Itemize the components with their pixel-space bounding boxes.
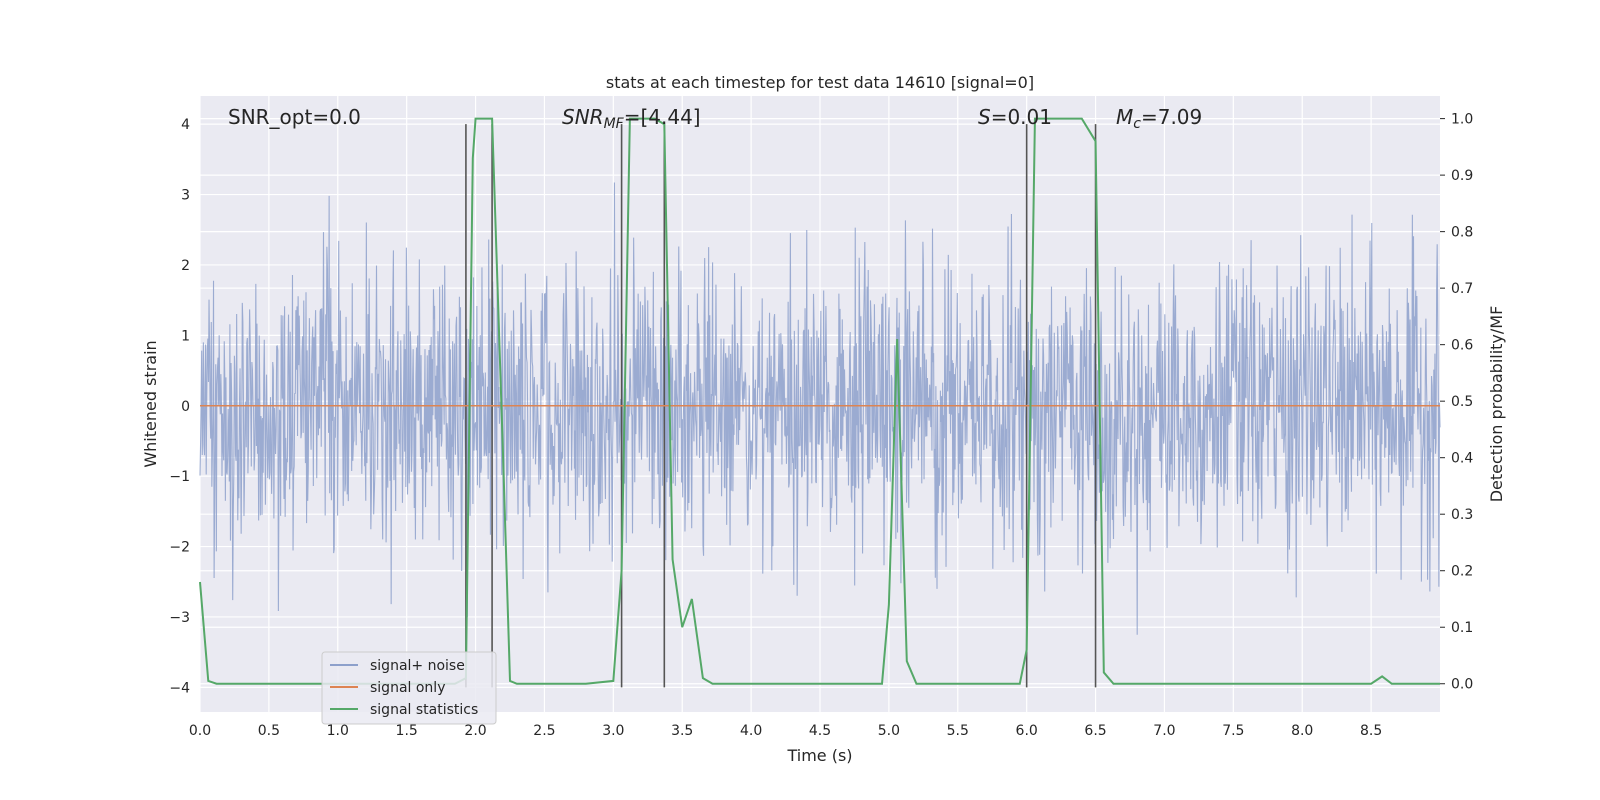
x-tick-label: 2.5 [533,723,555,739]
y2-tick-label: 0.4 [1451,451,1473,467]
series-signal-statistics [199,117,1440,685]
y-tick-label: −4 [169,680,190,696]
y2-tick-label: 0.2 [1451,564,1473,580]
legend: signal+ noise signal only signal statist… [321,651,497,725]
y2-tick-label: 0.0 [1451,677,1473,693]
x-tick-label: 6.5 [1084,723,1106,739]
y-tick-label: 0 [181,399,190,415]
x-tick-label: 7.5 [1222,723,1244,739]
y2-tick-label: 0.8 [1451,225,1473,241]
annotation-snr-mf: SNRMF=[4.44] [562,105,701,132]
y2-tick-labels: 1.0 0.9 0.8 0.7 0.6 0.5 0.4 0.3 0.2 0.1 0.0 [1440,112,1473,693]
y2-tick-label: 0.3 [1451,507,1473,523]
signal-noise-line [199,182,1441,635]
y2-tick-label: 0.7 [1451,281,1473,297]
x-tick-label: 5.5 [947,723,969,739]
x-axis-label: Time (s) [786,746,852,765]
x-tick-label: 6.0 [1016,723,1038,739]
x-tick-label: 5.0 [878,723,900,739]
y2-axis-label: Detection probability/MF [1487,306,1506,503]
x-tick-label: 3.0 [602,723,624,739]
x-tick-label: 0.0 [189,723,211,739]
y-axis-label: Whitened strain [141,340,160,467]
y-tick-labels: 4 3 2 1 0 −1 −2 −3 −4 [169,117,190,696]
annotation-mc: Mc=7.09 [1116,105,1202,132]
legend-label-signal-only: signal only [370,680,445,696]
x-tick-label: 7.0 [1153,723,1175,739]
x-tick-label: 4.5 [809,723,831,739]
x-tick-label: 8.5 [1360,723,1382,739]
x-tick-labels: 0.0 0.5 1.0 1.5 2.0 2.5 3.0 3.5 4.0 4.5 5.0 5.5 6.0 6… [189,723,1382,739]
legend-label-signal-noise: signal+ noise [370,658,465,674]
annotation-snr-opt: SNR_opt=0.0 [228,105,361,129]
y-tick-label: −3 [169,610,190,626]
y-tick-label: 1 [181,328,190,344]
x-tick-label: 4.0 [740,723,762,739]
x-tick-label: 3.5 [671,723,693,739]
legend-box [321,651,497,725]
y2-tick-label: 1.0 [1451,112,1473,128]
y2-tick-label: 0.1 [1451,620,1473,636]
x-tick-label: 0.5 [258,723,280,739]
y-tick-label: 3 [181,188,190,204]
x-tick-label: 8.0 [1291,723,1313,739]
series-signal-noise [199,182,1441,635]
y-tick-label: 4 [181,117,190,133]
annotation-s: S=0.01 [978,105,1052,129]
y2-tick-label: 0.5 [1451,394,1473,410]
legend-label-signal-statistics: signal statistics [370,702,478,718]
x-tick-label: 1.0 [327,723,349,739]
y2-tick-label: 0.6 [1451,338,1473,354]
x-tick-label: 2.0 [464,723,486,739]
signal-statistics-line [199,117,1440,685]
y-tick-label: −2 [169,540,190,556]
y-tick-label: 2 [181,258,190,274]
x-tick-label: 1.5 [396,723,418,739]
y2-tick-label: 0.9 [1451,168,1473,184]
chart-title: stats at each timestep for test data 146… [606,73,1034,92]
y-tick-label: −1 [169,469,190,485]
